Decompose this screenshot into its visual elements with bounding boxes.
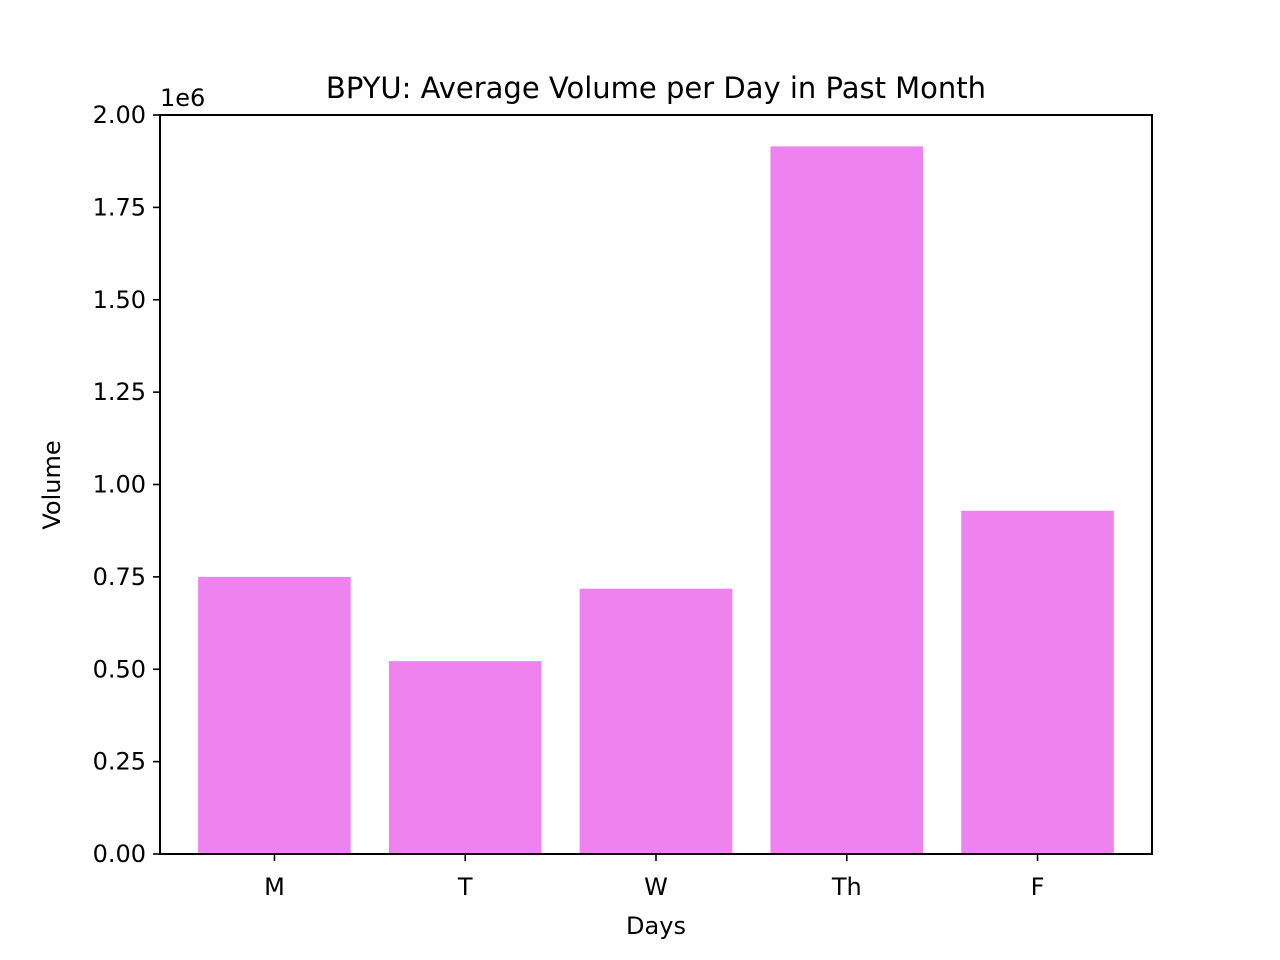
x-tick-label: T — [457, 873, 473, 901]
y-tick-label: 0.75 — [93, 563, 146, 591]
chart-title: BPYU: Average Volume per Day in Past Mon… — [326, 71, 986, 105]
y-tick-label: 1.00 — [93, 471, 146, 499]
plot-area: M T W Th F 0.00 0.25 0.50 0.75 1.00 1.25 1.50 1.75 2.… — [93, 101, 1114, 901]
bar-m — [198, 576, 351, 854]
bar-t — [388, 661, 542, 854]
x-tick-label: F — [1031, 873, 1045, 901]
y-tick-label: 0.00 — [93, 840, 146, 868]
y-tick-label: 1.75 — [93, 193, 146, 221]
y-tick-label: 1.25 — [93, 378, 146, 406]
x-tick-label: M — [264, 873, 285, 901]
bar-th — [770, 146, 924, 855]
x-axis-label: Days — [626, 912, 686, 940]
x-tick-label: Th — [831, 873, 862, 901]
plot-frame — [159, 114, 1153, 855]
y-axis-offset-label: 1e6 — [160, 84, 205, 112]
y-tick-label: 2.00 — [93, 101, 146, 129]
bar-w — [579, 588, 733, 854]
y-axis-label: Volume — [38, 440, 66, 529]
bar-f — [961, 510, 1114, 854]
y-tick-label: 0.50 — [93, 655, 146, 683]
y-tick-label: 1.50 — [93, 286, 146, 314]
y-tick-label: 0.25 — [93, 748, 146, 776]
x-tick-label: W — [644, 873, 668, 901]
